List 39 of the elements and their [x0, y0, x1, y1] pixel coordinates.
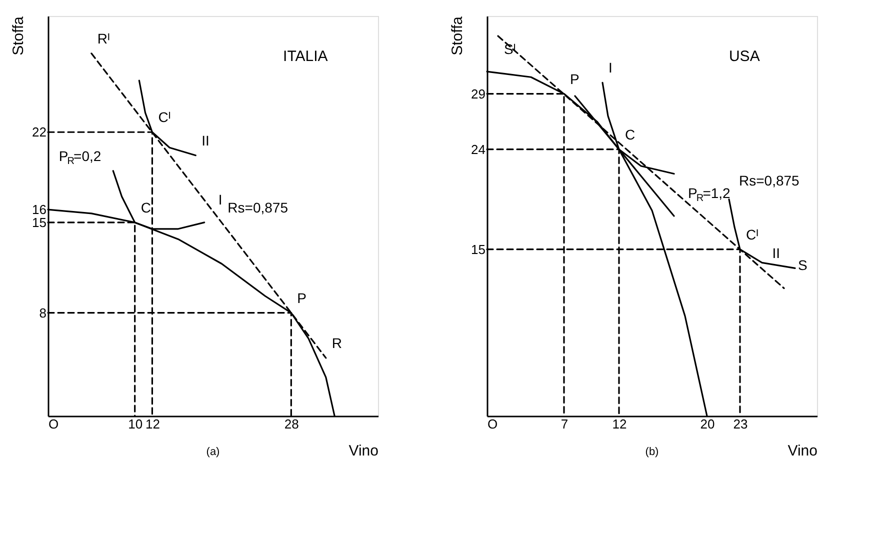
x-tick-label: 10 — [128, 416, 143, 432]
annotation: Cᴵ — [746, 226, 758, 242]
text: ITALIA — [283, 48, 328, 65]
x-tick-label: O — [48, 416, 59, 432]
x-tick-label: 23 — [733, 416, 748, 432]
x-tick-label: 12 — [145, 416, 160, 432]
x-axis-title: Vino — [348, 442, 378, 460]
annotation: I — [218, 191, 222, 208]
y-tick-label: 29 — [471, 86, 486, 102]
y-tick-label: 15 — [32, 214, 46, 230]
annotation: C — [625, 126, 636, 142]
annotation: II — [772, 245, 780, 262]
y-tick-label: 15 — [471, 242, 486, 257]
annotation: Rs=0,875 — [228, 199, 288, 216]
annotation: P — [570, 70, 580, 87]
annotation: P — [297, 290, 306, 306]
annotation: Cᴵ — [158, 109, 171, 126]
y-axis-title: Stoffa — [10, 16, 28, 56]
text: USA — [728, 48, 760, 65]
annotation: C — [140, 199, 151, 216]
x-axis-title: Vino — [788, 442, 818, 460]
y-tick-label: 24 — [471, 142, 486, 157]
text: (a) — [206, 446, 220, 458]
x-tick-label: 12 — [612, 416, 627, 432]
annotation: II — [202, 132, 210, 148]
annotation: I — [608, 60, 612, 76]
annotation: Rᴵ — [97, 30, 110, 46]
y-axis-title: Stoffa — [449, 16, 466, 56]
x-tick-label: 7 — [560, 416, 568, 432]
annotation: S — [798, 257, 808, 274]
y-tick-label: 16 — [32, 202, 46, 218]
text: (b) — [645, 446, 659, 458]
x-tick-label: O — [488, 416, 498, 432]
y-tick-label: 8 — [39, 305, 46, 320]
x-tick-label: 20 — [700, 416, 715, 432]
annotation: R — [332, 334, 342, 351]
y-tick-label: 22 — [32, 124, 46, 140]
annotation: Rs=0,875 — [739, 172, 800, 188]
x-tick-label: 28 — [284, 416, 299, 432]
